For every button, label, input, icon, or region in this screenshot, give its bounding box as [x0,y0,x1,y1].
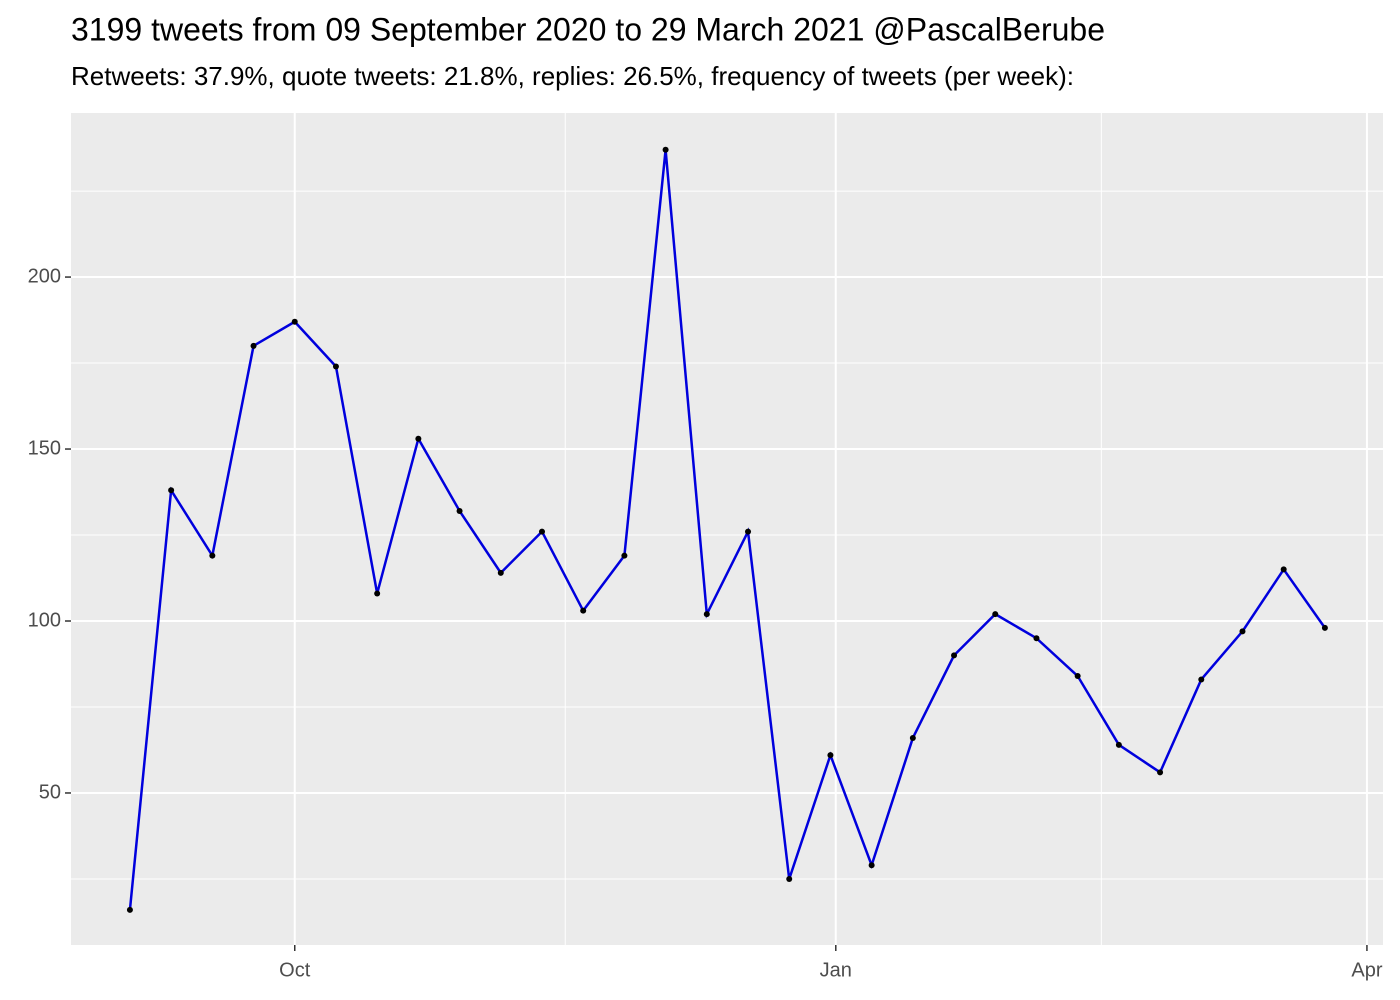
y-tick-label: 100 [28,609,61,631]
point [1115,741,1122,748]
point [1280,566,1287,573]
point [332,363,339,370]
point [1321,624,1328,631]
point [745,528,752,535]
point [909,734,916,741]
plot-panel [71,113,1383,945]
point [1074,673,1081,680]
point [621,552,628,559]
point [868,862,875,869]
y-tick-label: 50 [39,781,61,803]
point [786,875,793,882]
x-tick-label: Oct [279,959,311,981]
point [703,611,710,618]
line [128,149,1326,911]
y-tick-label: 150 [28,437,61,459]
point [1239,628,1246,635]
point [291,318,298,325]
point [662,146,669,153]
y-tick-label: 200 [28,265,61,287]
point [827,752,834,759]
point [1033,635,1040,642]
point [456,507,463,514]
point [1157,769,1164,776]
x-tick-label: Apr [1351,959,1382,981]
point [250,342,257,349]
point [951,652,958,659]
point [374,590,381,597]
point [209,552,216,559]
point [1198,676,1205,683]
point [580,607,587,614]
chart-subtitle: Retweets: 37.9%, quote tweets: 21.8%, re… [71,61,1074,91]
point [992,611,999,618]
point [497,569,504,576]
point [126,906,133,913]
point [538,528,545,535]
point [415,435,422,442]
point [168,487,175,494]
x-tick-label: Jan [820,959,852,981]
chart-title: 3199 tweets from 09 September 2020 to 29… [71,11,1105,47]
